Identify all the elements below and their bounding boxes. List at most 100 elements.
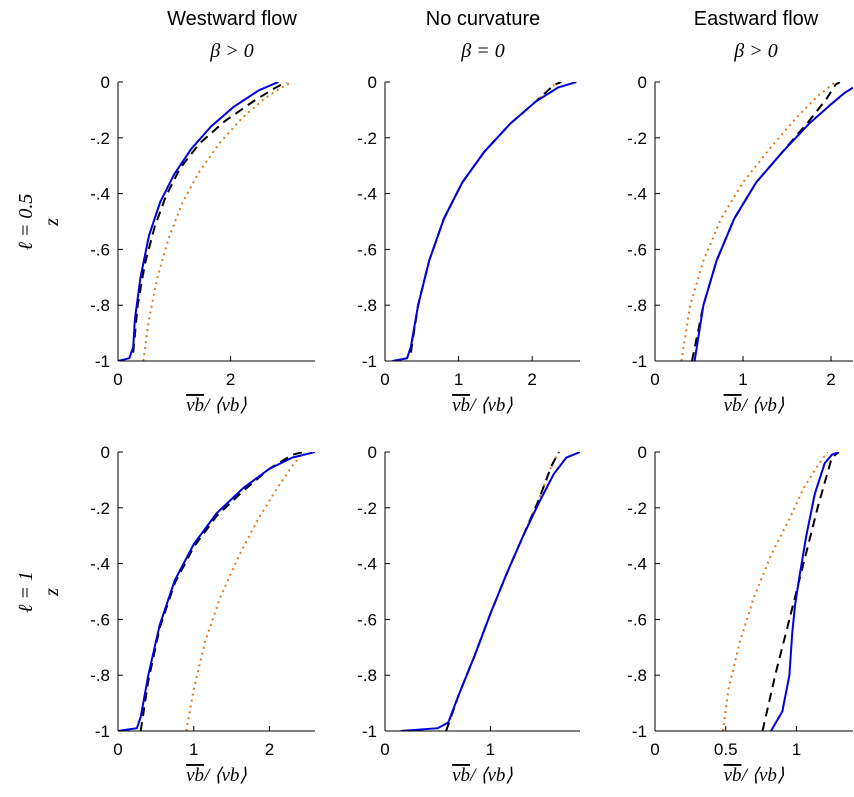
series-dotted-line [409, 82, 562, 353]
y-tick-label: -1 [632, 722, 647, 741]
y-tick-label: -.8 [90, 666, 110, 685]
y-tick-label: -.2 [627, 499, 647, 518]
x-tick-label: 0 [113, 370, 122, 389]
y-tick-label: -.8 [627, 296, 647, 315]
y-tick-label: -.2 [90, 499, 110, 518]
x-label-rest: / ⟨vb⟩ [741, 765, 785, 786]
x-label-rest: / ⟨vb⟩ [203, 395, 247, 416]
y-tick-label: -.6 [90, 240, 110, 259]
y-tick-label: -.2 [357, 129, 377, 148]
col-beta-eastward: β > 0 [733, 40, 777, 62]
y-tick-label: -1 [362, 722, 377, 741]
x-tick-label: 2 [226, 370, 235, 389]
panel-1-1: 0-.2-.4-.6-.8-10 1vb/ ⟨vb⟩ [357, 443, 580, 786]
y-tick-label: -.6 [357, 240, 377, 259]
x-label-overlined: vb [724, 395, 742, 416]
x-tick-label: 2 [265, 740, 274, 759]
y-tick-label: -.4 [627, 555, 647, 574]
y-tick-label: 0 [368, 73, 377, 92]
x-label-overlined: vb [186, 395, 204, 416]
y-tick-label: -.8 [627, 666, 647, 685]
y-tick-label: 0 [101, 443, 110, 462]
x-tick-label: 2 [527, 370, 536, 389]
y-tick-label: -.6 [627, 610, 647, 629]
y-tick-label: -.8 [357, 666, 377, 685]
y-tick-label: -.6 [90, 610, 110, 629]
x-tick-label: 2 [826, 370, 835, 389]
y-tick-label: 0 [101, 73, 110, 92]
y-tick-label: 0 [368, 443, 377, 462]
x-axis-label: vb/ ⟨vb⟩ [452, 765, 513, 786]
x-tick-label: 0 [380, 740, 389, 759]
y-tick-label: -.2 [627, 129, 647, 148]
series-dashed-line [445, 452, 560, 731]
panel-0-1: 0-.2-.4-.6-.8-10 1 2vb/ ⟨vb⟩ [357, 73, 580, 416]
x-tick-label: 1 [738, 370, 747, 389]
x-label-rest: / ⟨vb⟩ [469, 395, 513, 416]
x-label-rest: / ⟨vb⟩ [469, 765, 513, 786]
x-axis-label: vb/ ⟨vb⟩ [186, 395, 247, 416]
series-solid-line [118, 452, 315, 731]
y-tick-label: -.8 [357, 296, 377, 315]
x-tick-label: 0 [650, 740, 659, 759]
row-label-z-1: z [41, 588, 63, 597]
panel-0-2: 0-.2-.4-.6-.8-10 1 2vb/ ⟨vb⟩ [627, 73, 853, 416]
series-solid-line [770, 452, 840, 731]
panel-1-0: 0-.2-.4-.6-.8-10 1 2vb/ ⟨vb⟩ [90, 443, 315, 786]
y-tick-label: -1 [95, 722, 110, 741]
col-title-westward: Westward flow [167, 8, 297, 30]
col-title-nocurvature: No curvature [426, 8, 541, 30]
x-tick-label: 1 [792, 740, 801, 759]
x-tick-label: 0.5 [714, 740, 738, 759]
x-tick-label: 1 [189, 740, 198, 759]
x-label-overlined: vb [452, 765, 470, 786]
x-label-overlined: vb [452, 395, 470, 416]
x-axis-label: vb/ ⟨vb⟩ [186, 765, 247, 786]
series-solid-line [693, 86, 853, 361]
y-tick-label: -1 [632, 352, 647, 371]
y-tick-label: -.2 [90, 129, 110, 148]
x-axis-label: vb/ ⟨vb⟩ [724, 395, 785, 416]
x-tick-label: 0 [650, 370, 659, 389]
series-dotted-line [142, 82, 293, 361]
row-label-ell-0.5: ℓ = 0.5 [15, 194, 37, 251]
y-tick-label: -.6 [627, 240, 647, 259]
y-tick-label: 0 [638, 73, 647, 92]
y-tick-label: -.4 [90, 185, 110, 204]
series-dotted-line [721, 452, 829, 731]
y-tick-label: -1 [95, 352, 110, 371]
y-tick-label: -1 [362, 352, 377, 371]
row-label-z-0: z [41, 218, 63, 227]
series-solid-line [392, 82, 577, 361]
x-axis-label: vb/ ⟨vb⟩ [724, 765, 785, 786]
panel-0-0: 0-.2-.4-.6-.8-10 2vb/ ⟨vb⟩ [90, 73, 315, 416]
x-label-overlined: vb [186, 765, 204, 786]
x-tick-label: 1 [454, 370, 463, 389]
col-beta-westward: β > 0 [209, 40, 253, 62]
series-dashed-line [691, 82, 841, 361]
x-tick-label: 0 [380, 370, 389, 389]
y-tick-label: -.8 [90, 296, 110, 315]
x-label-rest: / ⟨vb⟩ [203, 765, 247, 786]
x-tick-label: 1 [486, 740, 495, 759]
series-dashed-line [761, 452, 840, 731]
series-dashed-line [409, 82, 562, 353]
panel-1-2: 0-.2-.4-.6-.8-10 0.5 1vb/ ⟨vb⟩ [627, 443, 853, 786]
x-label-rest: / ⟨vb⟩ [741, 395, 785, 416]
x-label-overlined: vb [724, 765, 742, 786]
x-axis-label: vb/ ⟨vb⟩ [452, 395, 513, 416]
y-tick-label: -.4 [627, 185, 647, 204]
series-dotted-line [680, 82, 837, 361]
series-solid-line [400, 452, 580, 731]
y-tick-label: 0 [638, 443, 647, 462]
y-tick-label: -.2 [357, 499, 377, 518]
series-dashed-line [132, 82, 288, 353]
col-beta-nocurvature: β = 0 [460, 40, 504, 62]
y-tick-label: -.4 [90, 555, 110, 574]
series-solid-line [118, 82, 279, 361]
x-tick-label: 0 [113, 740, 122, 759]
series-dotted-line [185, 452, 305, 731]
y-tick-label: -.4 [357, 185, 377, 204]
y-tick-label: -.6 [357, 610, 377, 629]
